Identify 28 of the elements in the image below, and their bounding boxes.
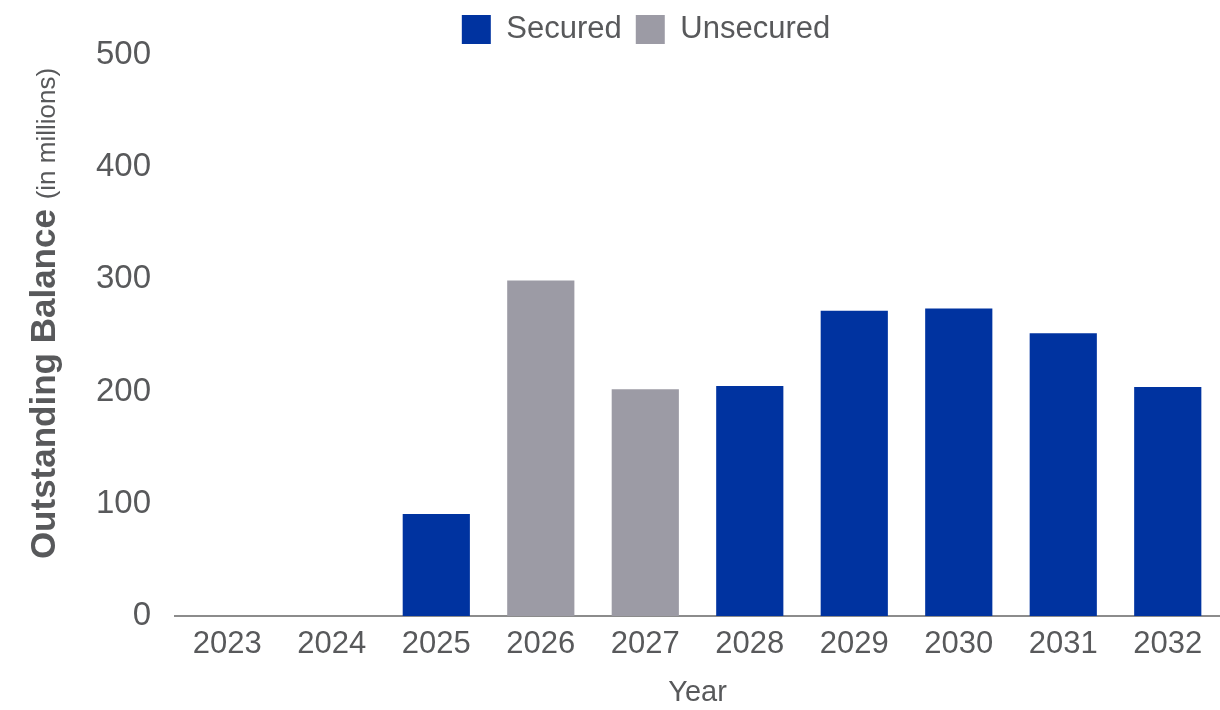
bar: [716, 385, 784, 616]
y-tick-label: 200: [96, 370, 152, 408]
bar: [1029, 333, 1097, 616]
y-axis-title: Outstanding Balance (in millions): [23, 67, 62, 560]
x-tick-label: 2032: [1133, 625, 1203, 661]
bar: [925, 308, 993, 616]
y-tick-label: 300: [96, 258, 152, 296]
x-axis-title: Year: [668, 674, 728, 707]
x-tick-label: 2031: [1028, 625, 1098, 661]
bar: [1134, 387, 1202, 616]
bar: [507, 280, 575, 616]
x-tick-label: 2023: [192, 625, 262, 661]
legend-label: Unsecured: [680, 10, 831, 46]
y-tick-label: 400: [96, 146, 152, 184]
y-tick-label: 0: [132, 595, 152, 633]
x-tick-label: 2025: [401, 625, 471, 661]
y-tick-label: 100: [96, 482, 152, 520]
x-tick-label: 2026: [506, 625, 576, 661]
legend-label: Secured: [506, 10, 622, 46]
x-tick-label: 2029: [819, 625, 889, 661]
x-tick-label: 2024: [297, 625, 367, 661]
bar: [611, 389, 679, 616]
bar: [402, 513, 470, 616]
x-tick-label: 2027: [610, 625, 680, 661]
x-tick-label: 2030: [924, 625, 994, 661]
x-tick-label: 2028: [715, 625, 785, 661]
y-tick-label: 500: [96, 34, 152, 72]
bar: [820, 310, 888, 616]
